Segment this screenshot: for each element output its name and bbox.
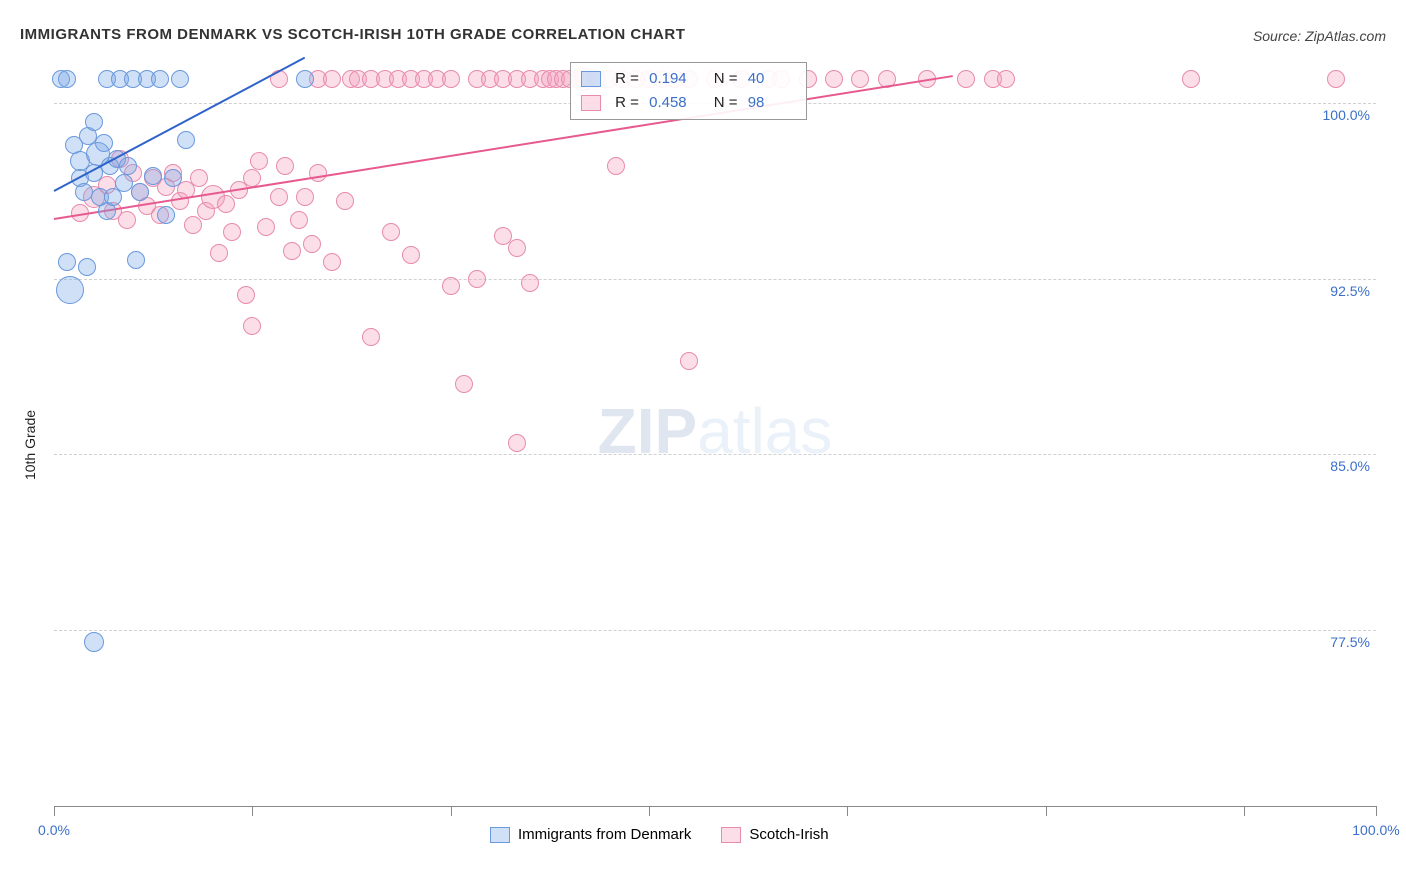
point-denmark: [58, 70, 76, 88]
point-denmark: [58, 253, 76, 271]
x-label-left: 0.0%: [38, 822, 70, 838]
x-tick: [1376, 806, 1377, 816]
point-denmark: [151, 70, 169, 88]
point-denmark: [119, 157, 137, 175]
source-label: Source: ZipAtlas.com: [1253, 28, 1386, 44]
point-scotchirish: [217, 195, 235, 213]
y-tick-label: 77.5%: [1330, 634, 1370, 650]
swatch-scotchirish: [721, 827, 741, 843]
plot-area: 100.0% 92.5% 85.0% 77.5%: [54, 56, 1376, 807]
gridline: [54, 454, 1376, 455]
point-scotchirish: [303, 235, 321, 253]
point-scotchirish: [309, 164, 327, 182]
y-tick-label: 92.5%: [1330, 283, 1370, 299]
point-scotchirish: [243, 169, 261, 187]
point-scotchirish: [323, 70, 341, 88]
swatch-denmark: [581, 71, 601, 87]
point-denmark: [85, 113, 103, 131]
point-scotchirish: [442, 277, 460, 295]
point-scotchirish: [442, 70, 460, 88]
point-scotchirish: [362, 328, 380, 346]
x-tick: [847, 806, 848, 816]
point-scotchirish: [382, 223, 400, 241]
point-scotchirish: [283, 242, 301, 260]
x-tick: [54, 806, 55, 816]
point-denmark: [56, 276, 84, 304]
point-scotchirish: [607, 157, 625, 175]
y-tick-label: 100.0%: [1323, 107, 1370, 123]
point-scotchirish: [190, 169, 208, 187]
correlation-legend: R = 0.194 N = 40 R = 0.458 N = 98: [570, 62, 807, 120]
series-legend: Immigrants from Denmark Scotch-Irish: [490, 826, 829, 843]
label-N: N =: [714, 70, 738, 87]
point-denmark: [127, 251, 145, 269]
point-scotchirish: [118, 211, 136, 229]
point-scotchirish: [455, 375, 473, 393]
point-denmark: [131, 183, 149, 201]
point-denmark: [177, 131, 195, 149]
point-denmark: [164, 169, 182, 187]
series-label-denmark: Immigrants from Denmark: [518, 826, 691, 843]
point-scotchirish: [508, 434, 526, 452]
point-scotchirish: [336, 192, 354, 210]
legend-row-scotchirish: R = 0.458 N = 98: [581, 91, 796, 115]
x-label-right: 100.0%: [1352, 822, 1399, 838]
gridline: [54, 630, 1376, 631]
point-scotchirish: [276, 157, 294, 175]
y-tick-label: 85.0%: [1330, 458, 1370, 474]
point-scotchirish: [210, 244, 228, 262]
point-scotchirish: [402, 246, 420, 264]
point-scotchirish: [508, 239, 526, 257]
value-N-scotchirish: 98: [742, 91, 796, 115]
point-denmark: [296, 70, 314, 88]
legend-item-scotchirish: Scotch-Irish: [721, 826, 828, 843]
point-scotchirish: [270, 188, 288, 206]
point-denmark: [84, 632, 104, 652]
point-scotchirish: [184, 216, 202, 234]
x-tick: [451, 806, 452, 816]
point-scotchirish: [237, 286, 255, 304]
point-scotchirish: [680, 352, 698, 370]
series-label-scotchirish: Scotch-Irish: [749, 826, 828, 843]
point-denmark: [144, 167, 162, 185]
point-scotchirish: [243, 317, 261, 335]
x-tick: [1046, 806, 1047, 816]
point-denmark: [171, 70, 189, 88]
x-tick: [649, 806, 650, 816]
x-tick: [252, 806, 253, 816]
y-axis-label: 10th Grade: [22, 410, 38, 480]
value-R-denmark: 0.194: [643, 67, 697, 91]
point-denmark: [157, 206, 175, 224]
chart-title: IMMIGRANTS FROM DENMARK VS SCOTCH-IRISH …: [20, 26, 685, 43]
label-R: R =: [615, 94, 639, 111]
point-denmark: [95, 134, 113, 152]
point-scotchirish: [257, 218, 275, 236]
point-scotchirish: [468, 270, 486, 288]
point-scotchirish: [250, 152, 268, 170]
point-scotchirish: [1182, 70, 1200, 88]
point-scotchirish: [997, 70, 1015, 88]
point-scotchirish: [296, 188, 314, 206]
point-denmark: [78, 258, 96, 276]
gridline: [54, 279, 1376, 280]
value-R-scotchirish: 0.458: [643, 91, 697, 115]
point-scotchirish: [323, 253, 341, 271]
point-scotchirish: [851, 70, 869, 88]
point-scotchirish: [957, 70, 975, 88]
point-scotchirish: [223, 223, 241, 241]
swatch-scotchirish: [581, 95, 601, 111]
legend-item-denmark: Immigrants from Denmark: [490, 826, 691, 843]
label-N: N =: [714, 94, 738, 111]
point-scotchirish: [825, 70, 843, 88]
value-N-denmark: 40: [742, 67, 796, 91]
label-R: R =: [615, 70, 639, 87]
point-scotchirish: [521, 274, 539, 292]
x-tick: [1244, 806, 1245, 816]
swatch-denmark: [490, 827, 510, 843]
legend-row-denmark: R = 0.194 N = 40: [581, 67, 796, 91]
point-scotchirish: [1327, 70, 1345, 88]
point-scotchirish: [290, 211, 308, 229]
